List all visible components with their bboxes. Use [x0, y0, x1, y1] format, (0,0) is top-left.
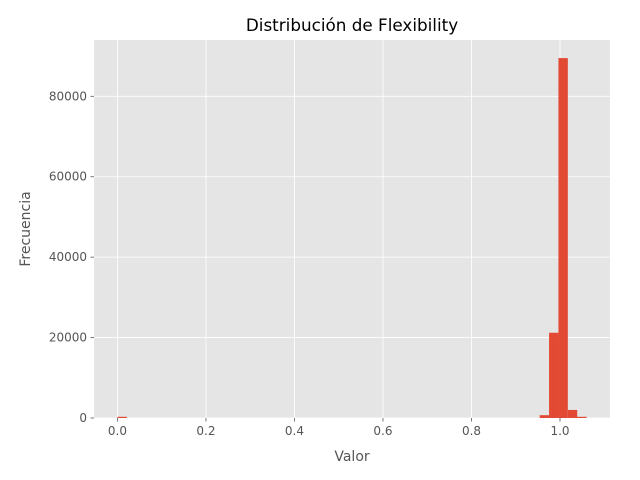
y-tick-label: 40000 — [49, 250, 87, 264]
histogram-bar — [567, 409, 578, 418]
x-tick-label: 0.8 — [462, 424, 481, 438]
x-tick-label: 0.2 — [196, 424, 215, 438]
histogram-bar — [117, 416, 127, 418]
y-tick-label: 80000 — [49, 89, 87, 103]
x-tick-label: 0.6 — [373, 424, 392, 438]
x-tick-label: 0.0 — [108, 424, 127, 438]
plot-area — [94, 40, 610, 418]
histogram-bar — [558, 58, 568, 419]
histogram-bar — [549, 332, 559, 418]
y-tick-label: 20000 — [49, 331, 87, 345]
chart-title: Distribución de Flexibility — [246, 15, 458, 35]
histogram-bar — [577, 416, 587, 418]
y-axis-label: Frecuencia — [18, 191, 34, 266]
y-axis-ticks: 0 20000 40000 60000 80000 — [49, 89, 94, 425]
y-tick-label: 60000 — [49, 170, 87, 184]
x-tick-label: 0.4 — [285, 424, 304, 438]
x-axis-label: Valor — [334, 449, 370, 465]
y-tick-label: 0 — [79, 411, 87, 425]
x-axis-ticks: 0.0 0.2 0.4 0.6 0.8 1.0 — [108, 418, 570, 438]
x-tick-label: 1.0 — [550, 424, 569, 438]
histogram-bar — [539, 415, 550, 418]
histogram-bars — [117, 58, 587, 419]
